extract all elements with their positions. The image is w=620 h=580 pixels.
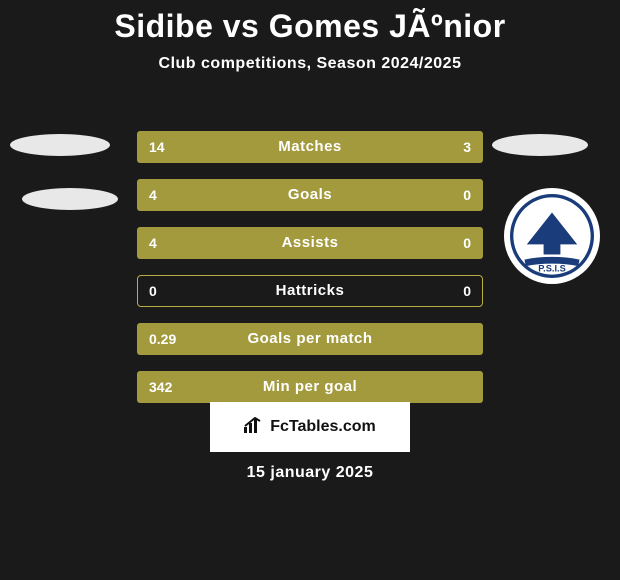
- footer-date: 15 january 2025: [0, 464, 620, 482]
- stat-row: Matches14 3: [136, 130, 484, 164]
- stat-label: Hattricks: [137, 275, 483, 307]
- stat-label: Goals per match: [137, 323, 483, 355]
- stat-value-left: 342: [149, 371, 172, 403]
- psis-crest-icon: P.S.I.S: [510, 194, 594, 278]
- stat-label: Min per goal: [137, 371, 483, 403]
- stat-value-right: 0: [463, 275, 471, 307]
- right-club-badge-psis: P.S.I.S: [504, 188, 600, 284]
- stat-value-right: 3: [463, 131, 471, 163]
- footer-brand-text: FcTables.com: [270, 418, 376, 436]
- page-title: Sidibe vs Gomes JÃºnior: [0, 8, 620, 45]
- footer-brand-badge: FcTables.com: [210, 402, 410, 452]
- right-club-badge-1: [492, 134, 588, 156]
- stat-value-right: 0: [463, 227, 471, 259]
- stat-value-left: 14: [149, 131, 165, 163]
- stats-chart: Matches143Goals40Assists40Hattricks00Goa…: [136, 130, 484, 418]
- stat-value-left: 4: [149, 179, 157, 211]
- left-club-badge-2: [22, 188, 118, 210]
- brand-chart-icon: [244, 417, 264, 438]
- stat-value-left: 0.29: [149, 323, 176, 355]
- svg-text:P.S.I.S: P.S.I.S: [538, 263, 566, 273]
- stat-value-left: 4: [149, 227, 157, 259]
- infographic-container: Sidibe vs Gomes JÃºnior Club competition…: [0, 8, 620, 580]
- stat-label: Assists: [137, 227, 483, 259]
- stat-row: Assists4 0: [136, 226, 484, 260]
- stat-value-left: 0: [149, 275, 157, 307]
- left-club-badge-1: [10, 134, 110, 156]
- stat-row: Hattricks0 0: [136, 274, 484, 308]
- stat-value-right: 0: [463, 179, 471, 211]
- stat-row: Goals per match0.29: [136, 322, 484, 356]
- page-subtitle: Club competitions, Season 2024/2025: [0, 55, 620, 73]
- stat-row: Goals4 0: [136, 178, 484, 212]
- stat-label: Goals: [137, 179, 483, 211]
- stat-row: Min per goal342: [136, 370, 484, 404]
- stat-label: Matches: [137, 131, 483, 163]
